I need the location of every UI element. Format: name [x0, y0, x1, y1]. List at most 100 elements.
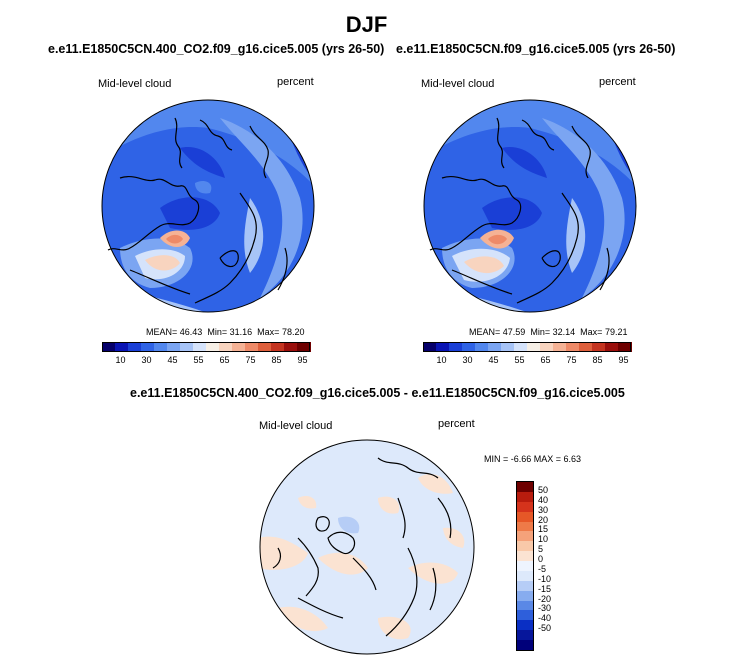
diff-colorbar-tick-label: -10: [538, 573, 552, 584]
diff-colorbar-labels: 50 40 30 20 15 10 5 0 -5 -10 -15 -20 -30 -40 -50: [538, 481, 578, 651]
diff-colorbar-swatch: [517, 491, 533, 503]
diff-colorbar-tick-label: -30: [538, 603, 552, 614]
colorbar-swatch: [180, 342, 194, 352]
colorbar-tick-label: 85: [592, 355, 603, 365]
diff-colorbar-swatch: [517, 610, 533, 621]
panel-1-min: 31.16: [229, 327, 253, 337]
diff-colorbar: [516, 481, 534, 651]
colorbar-swatch: [540, 342, 554, 352]
diff-colorbar-tick-label: 15: [538, 524, 549, 535]
diff-colorbar-swatch: [517, 620, 533, 631]
panel-2-colorbar-labels: 10 30 45 55 65 75 85 95: [423, 355, 631, 367]
colorbar-swatch: [423, 342, 437, 352]
colorbar-swatch: [115, 342, 129, 352]
diff-colorbar-tick-label: -40: [538, 613, 552, 624]
diff-colorbar-tick-label: -50: [538, 623, 552, 634]
colorbar-swatch: [167, 342, 181, 352]
diff-colorbar-swatch: [517, 580, 533, 592]
colorbar-tick-label: 65: [219, 355, 230, 365]
diff-colorbar-tick-label: 0: [538, 554, 544, 565]
colorbar-swatch: [475, 342, 489, 352]
panel-2-polar-map: [423, 99, 637, 313]
panel-2-title: e.e11.E1850C5CN.f09_g16.cice5.005 (yrs 2…: [396, 42, 676, 56]
colorbar-tick-label: 30: [462, 355, 473, 365]
colorbar-swatch: [245, 342, 259, 352]
colorbar-swatch: [232, 342, 246, 352]
diff-colorbar-tick-label: 10: [538, 534, 549, 545]
colorbar-swatch: [449, 342, 463, 352]
diff-colorbar-tick-label: 50: [538, 484, 549, 495]
colorbar-swatch: [514, 342, 528, 352]
colorbar-swatch: [527, 342, 541, 352]
colorbar-swatch: [566, 342, 580, 352]
colorbar-swatch: [592, 342, 606, 352]
panel-1-field-label: Mid-level cloud: [98, 78, 172, 90]
diff-colorbar-tick-label: 40: [538, 494, 549, 505]
colorbar-tick-label: 85: [271, 355, 282, 365]
diff-colorbar-swatch: [517, 590, 533, 602]
diff-colorbar-swatch: [517, 511, 533, 523]
diff-colorbar-swatch: [517, 561, 533, 572]
colorbar-swatch: [297, 342, 311, 352]
colorbar-swatch: [219, 342, 233, 352]
colorbar-tick-label: 95: [618, 355, 629, 365]
diff-panel-units: percent: [438, 418, 475, 430]
diff-colorbar-swatch: [517, 551, 533, 562]
diff-colorbar-swatch: [517, 630, 533, 641]
diff-polar-map: [259, 439, 475, 655]
diff-colorbar-swatch: [517, 531, 533, 542]
diff-colorbar-tick-label: -15: [538, 583, 552, 594]
diff-colorbar-tick-label: -5: [538, 563, 547, 574]
panel-2-stats: MEAN= 47.59 Min= 32.14 Max= 79.21: [469, 327, 628, 337]
colorbar-tick-label: 55: [514, 355, 525, 365]
panel-2-units: percent: [599, 76, 636, 88]
diff-colorbar-tick-label: 20: [538, 514, 549, 525]
diff-colorbar-swatch: [517, 482, 533, 493]
colorbar-swatch: [206, 342, 220, 352]
panel-1-mean: 46.43: [179, 327, 203, 337]
panel-2-cloud-field: [424, 100, 636, 312]
colorbar-tick-label: 30: [141, 355, 152, 365]
diff-colorbar-tick-label: 30: [538, 504, 549, 515]
colorbar-swatch: [501, 342, 515, 352]
colorbar-swatch: [154, 342, 168, 352]
colorbar-tick-label: 45: [167, 355, 178, 365]
panel-1-colorbar-labels: 10 30 45 55 65 75 85 95: [102, 355, 310, 367]
diff-colorbar-swatch: [517, 521, 533, 532]
diff-coastlines: [272, 457, 452, 637]
colorbar-tick-label: 95: [297, 355, 308, 365]
diff-colorbar-tick-label: 5: [538, 544, 544, 555]
colorbar-swatch: [128, 342, 142, 352]
diff-colorbar-swatch: [517, 541, 533, 552]
panel-2-colorbar: [423, 342, 632, 352]
colorbar-swatch: [553, 342, 567, 352]
diff-colorbar-swatch: [517, 501, 533, 513]
panel-2-field-label: Mid-level cloud: [421, 78, 495, 90]
diff-panel-title: e.e11.E1850C5CN.400_CO2.f09_g16.cice5.00…: [130, 386, 625, 400]
panel-2-max: 79.21: [604, 327, 628, 337]
colorbar-swatch: [141, 342, 155, 352]
colorbar-swatch: [258, 342, 272, 352]
colorbar-swatch: [605, 342, 619, 352]
colorbar-swatch: [436, 342, 450, 352]
colorbar-swatch: [579, 342, 593, 352]
panel-1-stats: MEAN= 46.43 Min= 31.16 Max= 78.20: [146, 327, 305, 337]
panel-1-coastlines: [107, 117, 288, 304]
figure-title: DJF: [345, 12, 388, 37]
colorbar-swatch: [488, 342, 502, 352]
diff-cloud-field: [260, 440, 474, 654]
colorbar-tick-label: 75: [566, 355, 577, 365]
colorbar-tick-label: 55: [193, 355, 204, 365]
colorbar-tick-label: 75: [245, 355, 256, 365]
colorbar-swatch: [193, 342, 207, 352]
colorbar-swatch: [618, 342, 632, 352]
panel-1-units: percent: [277, 76, 314, 88]
panel-1-title: e.e11.E1850C5CN.400_CO2.f09_g16.cice5.00…: [48, 42, 385, 56]
colorbar-swatch: [462, 342, 476, 352]
panel-2-mean: 47.59: [502, 327, 526, 337]
panel-1-polar-map: [101, 99, 315, 313]
panel-1-max: 78.20: [281, 327, 305, 337]
colorbar-tick-label: 45: [488, 355, 499, 365]
diff-panel-minmax: MIN = -6.66 MAX = 6.63: [484, 454, 582, 464]
colorbar-swatch: [284, 342, 298, 352]
